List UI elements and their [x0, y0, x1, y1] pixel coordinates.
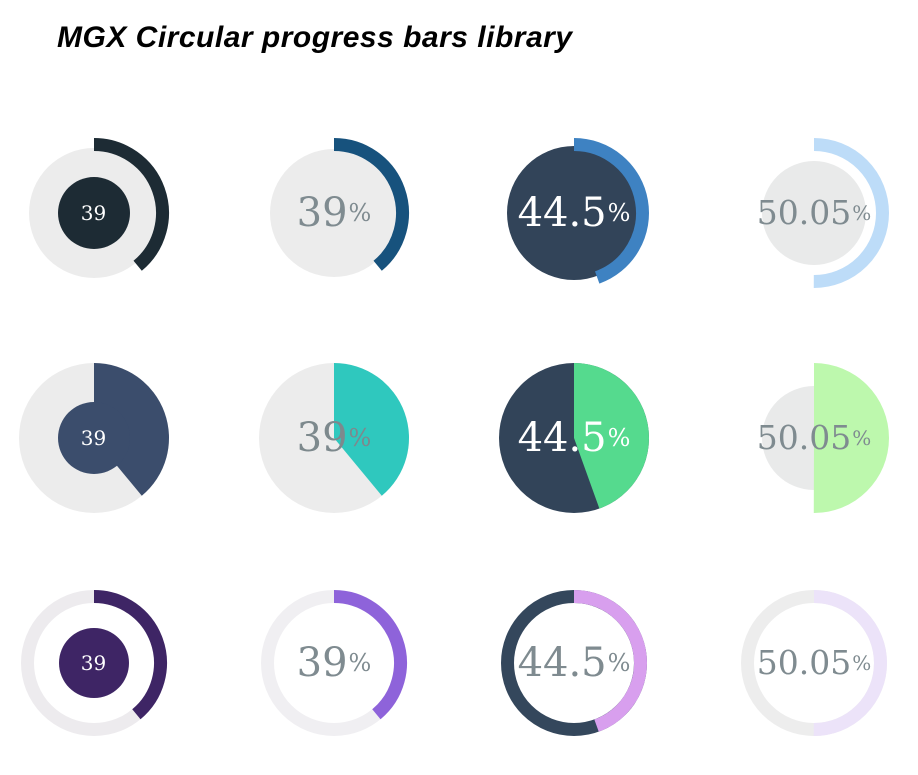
progress-tile-r2c2-pie: 39% [249, 353, 419, 523]
progress-gauge-graphic [507, 137, 649, 284]
progress-gauge-graphic [499, 362, 649, 513]
progress-gauge-graphic [19, 362, 170, 513]
progress-tile-r2c1-pie-badge: 39 [9, 353, 179, 523]
gauges-grid: 39 39% 44.5% 50.05% 39 39% 44.5% 50.05% … [0, 100, 918, 775]
progress-tile-r3c3-ring-dark: 44.5% [489, 578, 659, 748]
progress-gauge-graphic [261, 589, 407, 736]
progress-tile-r1c4-arc-light: 50.05% [729, 128, 899, 298]
progress-gauge-graphic [21, 589, 167, 736]
progress-gauge-graphic [762, 362, 890, 513]
progress-gauge-graphic [259, 362, 409, 513]
progress-gauge-graphic [741, 589, 887, 736]
progress-gauge-graphic [762, 137, 889, 288]
progress-gauge-graphic [29, 137, 169, 278]
progress-gauge-graphic [270, 137, 409, 277]
page-title: MGX Circular progress bars library [57, 21, 573, 54]
progress-tile-r1c1-arc-badge: 39 [9, 128, 179, 298]
progress-tile-r1c2-arc: 39% [249, 128, 419, 298]
progress-gauge-graphic [501, 589, 647, 736]
progress-tile-r2c4-pie-light: 50.05% [729, 353, 899, 523]
progress-tile-r1c3-arc-filled: 44.5% [489, 128, 659, 298]
progress-tile-r3c1-ring-badge: 39 [9, 578, 179, 748]
progress-tile-r3c2-ring: 39% [249, 578, 419, 748]
progress-tile-r3c4-ring-light: 50.05% [729, 578, 899, 748]
progress-tile-r2c3-pie-filled: 44.5% [489, 353, 659, 523]
